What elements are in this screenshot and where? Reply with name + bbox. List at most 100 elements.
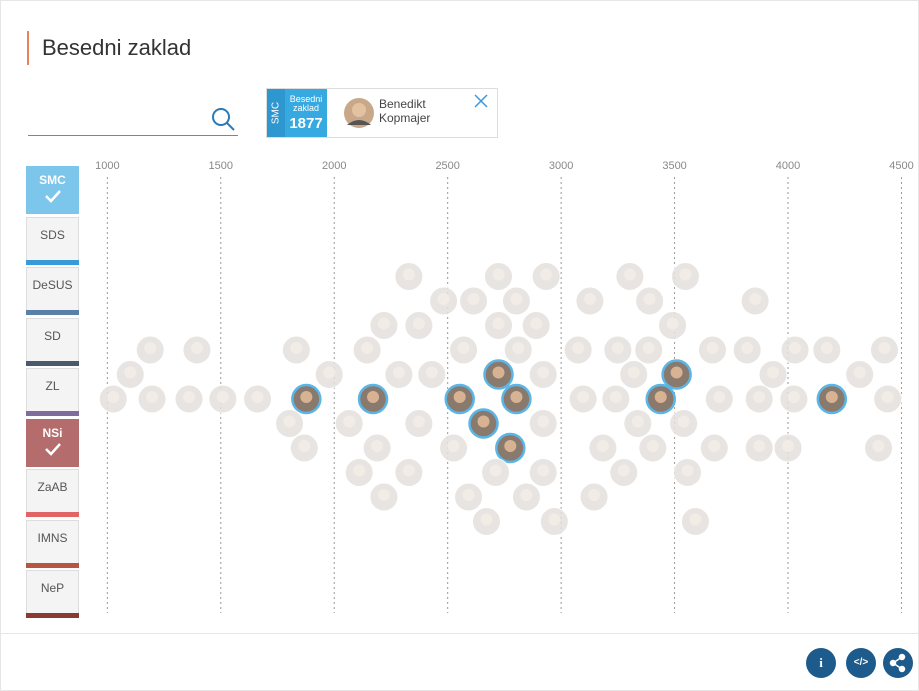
embed-button[interactable]: </> <box>846 648 876 678</box>
party-name: NSi <box>26 426 79 440</box>
avatar-face <box>713 391 725 403</box>
avatar-face <box>540 269 552 281</box>
x-tick-label: 1500 <box>209 160 233 172</box>
share-icon[interactable] <box>883 648 913 678</box>
avatar-face <box>548 514 560 526</box>
avatar-face <box>577 391 589 403</box>
check-icon <box>43 442 63 456</box>
avatar-face <box>367 391 379 403</box>
avatar-face <box>689 514 701 526</box>
avatar-face <box>378 489 390 501</box>
avatar-face <box>537 416 549 428</box>
avatar-face <box>378 318 390 330</box>
page: 10001500200025003000350040004500 Besedni… <box>0 0 919 691</box>
avatar-face <box>624 269 636 281</box>
party-button[interactable]: ZL <box>26 368 79 416</box>
avatar-face <box>448 440 460 452</box>
party-color-bar <box>26 361 79 366</box>
avatar-face <box>632 416 644 428</box>
avatar-face <box>146 391 158 403</box>
avatar-face <box>753 391 765 403</box>
person-name: Benedikt Kopmajer <box>379 97 459 125</box>
selection-card: SMC Besedni zaklad 1877 Benedikt Kopmaje… <box>266 88 498 138</box>
party-button[interactable]: IMNS <box>26 520 79 568</box>
avatar-face <box>854 367 866 379</box>
avatar-face <box>438 293 450 305</box>
avatar-face <box>647 440 659 452</box>
close-button[interactable] <box>473 93 489 109</box>
avatar-face <box>612 342 624 354</box>
party-name: ZaAB <box>27 480 78 494</box>
x-tick-label: 2000 <box>322 160 346 172</box>
avatar-face <box>878 342 890 354</box>
avatar-face <box>628 367 640 379</box>
party-name: ZL <box>27 379 78 393</box>
avatar-face <box>413 416 425 428</box>
avatar-face <box>510 293 522 305</box>
avatar-face <box>361 342 373 354</box>
avatar-face <box>644 293 656 305</box>
avatar-face <box>298 440 310 452</box>
avatar-face <box>749 293 761 305</box>
party-button[interactable]: NeP <box>26 570 79 618</box>
avatar-face <box>478 416 490 428</box>
avatar-face <box>741 342 753 354</box>
avatar-face <box>610 391 622 403</box>
avatar-face <box>821 342 833 354</box>
avatar-face <box>217 391 229 403</box>
info-button[interactable]: i <box>806 648 836 678</box>
avatar-face <box>468 293 480 305</box>
avatar-face <box>572 342 584 354</box>
avatar-face <box>537 367 549 379</box>
search-input[interactable] <box>28 101 238 136</box>
avatar-face <box>667 318 679 330</box>
avatar-face <box>493 367 505 379</box>
search-icon[interactable] <box>208 105 238 135</box>
x-tick-label: 4000 <box>776 160 800 172</box>
avatar-face <box>480 514 492 526</box>
avatar-face <box>671 367 683 379</box>
avatar-face <box>290 342 302 354</box>
avatar-face <box>426 367 438 379</box>
avatar-face <box>826 391 838 403</box>
avatar-face <box>655 391 667 403</box>
avatar-face <box>682 465 694 477</box>
party-name: SDS <box>27 228 78 242</box>
avatar-face <box>454 391 466 403</box>
party-color-bar <box>26 411 79 416</box>
avatar-face <box>643 342 655 354</box>
avatar-face <box>510 391 522 403</box>
avatar-face <box>343 416 355 428</box>
metric-value: 1877 <box>285 115 327 132</box>
party-color-bar <box>26 260 79 265</box>
avatar-face <box>537 465 549 477</box>
party-name: SD <box>27 329 78 343</box>
party-button[interactable]: SD <box>26 318 79 366</box>
avatar-face <box>708 440 720 452</box>
party-button[interactable]: DeSUS <box>26 267 79 315</box>
party-name: SMC <box>26 173 79 187</box>
party-button[interactable]: SMC <box>26 166 79 214</box>
party-button[interactable]: SDS <box>26 217 79 265</box>
avatar-face <box>490 465 502 477</box>
avatar-face <box>403 269 415 281</box>
x-tick-label: 3000 <box>549 160 573 172</box>
avatar-face <box>753 440 765 452</box>
avatar-face <box>520 489 532 501</box>
party-name: IMNS <box>27 531 78 545</box>
share-button[interactable] <box>883 648 913 678</box>
avatar-face <box>512 342 524 354</box>
x-tick-label: 4500 <box>889 160 913 172</box>
avatar-face <box>493 269 505 281</box>
avatar-face <box>191 342 203 354</box>
party-color-bar <box>26 563 79 568</box>
avatar-face <box>284 416 296 428</box>
avatar-face <box>504 440 516 452</box>
party-button[interactable]: ZaAB <box>26 469 79 517</box>
party-color-bar <box>26 613 79 618</box>
party-label: SMC <box>271 102 282 124</box>
party-button[interactable]: NSi <box>26 419 79 467</box>
x-tick-label: 1000 <box>95 160 119 172</box>
avatar-face <box>371 440 383 452</box>
avatar-face <box>882 391 894 403</box>
